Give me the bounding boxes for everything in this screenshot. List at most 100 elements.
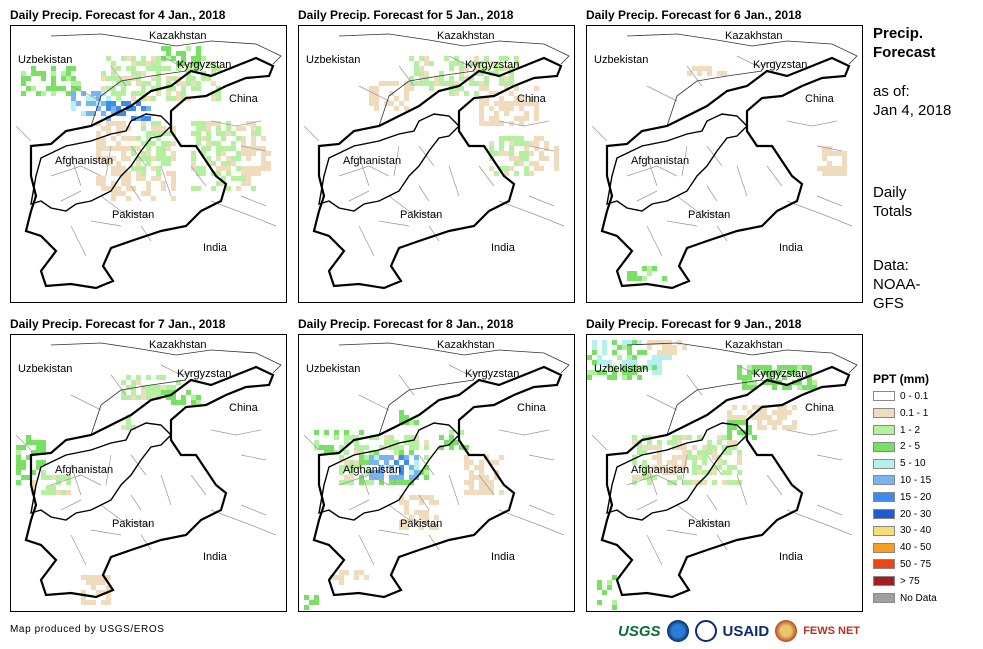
precip-cell <box>121 425 126 430</box>
precip-cell <box>827 151 832 156</box>
precip-cell <box>161 390 166 395</box>
precip-cell <box>329 450 334 455</box>
precip-cell <box>379 445 384 450</box>
precip-cell <box>261 136 266 141</box>
legend-label: No Data <box>900 592 937 604</box>
precip-cell <box>251 131 256 136</box>
precip-cell <box>509 81 514 86</box>
precip-cell <box>211 71 216 76</box>
precip-cell <box>607 585 612 590</box>
precip-cell <box>126 56 131 61</box>
precip-cell <box>747 370 752 375</box>
fews-globe-icon <box>775 620 798 642</box>
admin-boundary <box>646 225 663 257</box>
precip-cell <box>166 86 171 91</box>
precip-cell <box>111 166 116 171</box>
precip-cell <box>647 365 652 370</box>
precip-cell <box>121 86 126 91</box>
precip-cell <box>324 430 329 435</box>
precip-cell <box>369 91 374 96</box>
precip-cell <box>504 66 509 71</box>
precip-cell <box>136 101 141 106</box>
precip-cell <box>91 91 96 96</box>
precip-cell <box>191 156 196 161</box>
precip-cell <box>627 345 632 350</box>
precip-cell <box>782 410 787 415</box>
admin-boundary <box>240 195 267 207</box>
precip-cell <box>354 460 359 465</box>
precip-cell <box>66 475 71 480</box>
precip-cell <box>404 91 409 96</box>
precip-cell <box>201 171 206 176</box>
precip-cell <box>539 156 544 161</box>
admin-boundary <box>110 374 127 396</box>
precip-cell <box>514 86 519 91</box>
precip-cell <box>191 166 196 171</box>
precip-cell <box>777 415 782 420</box>
precip-cell <box>449 66 454 71</box>
precip-cell <box>484 81 489 86</box>
precip-cell <box>544 141 549 146</box>
precip-cell <box>757 415 762 420</box>
precip-cell <box>314 600 319 605</box>
precip-cell <box>499 490 504 495</box>
precip-cell <box>116 96 121 101</box>
precip-cell <box>519 116 524 121</box>
precip-cell <box>201 151 206 156</box>
precip-cell <box>717 440 722 445</box>
precip-cell <box>156 136 161 141</box>
precip-cell <box>737 430 742 435</box>
precip-cell <box>369 101 374 106</box>
precip-cell <box>767 375 772 380</box>
precip-cell <box>261 146 266 151</box>
admin-boundary <box>478 474 495 496</box>
precip-cell <box>146 66 151 71</box>
precip-cell <box>554 156 559 161</box>
admin-boundary <box>428 534 440 551</box>
precip-cell <box>156 156 161 161</box>
precip-cell <box>732 420 737 425</box>
precip-cell <box>499 101 504 106</box>
precip-cell <box>161 126 166 131</box>
precip-cell <box>519 96 524 101</box>
precip-cell <box>191 56 196 61</box>
precip-cell <box>479 66 484 71</box>
precip-cell <box>146 141 151 146</box>
precip-cell <box>121 156 126 161</box>
precip-cell <box>732 425 737 430</box>
admin-boundary <box>666 529 698 536</box>
precip-cell <box>101 580 106 585</box>
precip-cell <box>344 465 349 470</box>
precip-cell <box>201 146 206 151</box>
precip-cell <box>772 425 777 430</box>
country-label-pakistan: Pakistan <box>400 518 443 530</box>
legend-title: PPT (mm) <box>873 372 930 386</box>
precip-cell <box>146 106 151 111</box>
admin-boundary <box>100 504 152 526</box>
precip-cell <box>156 76 161 81</box>
legend-item: 50 - 75 <box>873 559 931 571</box>
admin-boundary <box>646 464 658 496</box>
country-label-pakistan: Pakistan <box>688 209 731 221</box>
precip-cell <box>141 191 146 196</box>
precip-cell <box>101 156 106 161</box>
precip-cell <box>131 151 136 156</box>
admin-boundary <box>190 474 207 496</box>
precip-cell <box>196 166 201 171</box>
precip-cell <box>519 151 524 156</box>
precip-cell <box>121 101 126 106</box>
precip-cell <box>592 345 597 350</box>
country-label-pakistan: Pakistan <box>688 518 731 530</box>
precip-cell <box>41 490 46 495</box>
precip-cell <box>121 81 126 86</box>
precip-cell <box>842 171 847 176</box>
precip-cell <box>354 465 359 470</box>
precip-cell <box>111 156 116 161</box>
admin-boundary <box>498 429 550 436</box>
precip-cell <box>474 61 479 66</box>
usgs-logo: USGS <box>618 622 661 640</box>
precip-cell <box>394 445 399 450</box>
precip-cell <box>712 445 717 450</box>
admin-boundary <box>676 195 728 217</box>
precip-cell <box>837 166 842 171</box>
